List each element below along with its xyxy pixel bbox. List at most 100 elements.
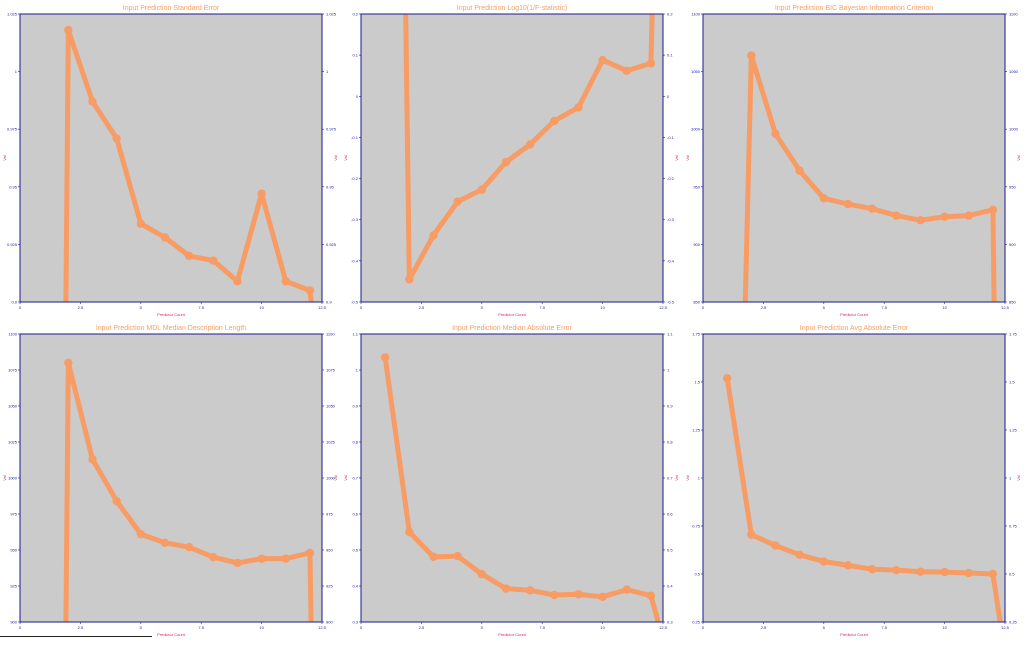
y-tick-label-left: 0.5: [352, 548, 358, 553]
y-tick-label-right: 0.3: [667, 620, 673, 625]
chart-panel-2: Input Prediction Log10(1/F-statistic) 0 2.…: [341, 0, 682, 320]
chart-title: Input Prediction Avg Absolute Error: [800, 325, 909, 332]
x-tick-label: 10: [942, 625, 947, 630]
y-tick-label-left: 1100: [8, 332, 17, 337]
y-tick-label-left: 950: [10, 548, 17, 553]
y-tick-label-right: 0.7: [667, 476, 673, 481]
y-tick-label-right: 1: [326, 69, 329, 74]
y-tick-label-left: 0.4: [352, 584, 358, 589]
chart-panel-3: Input Prediction BIC Bayesian Informatio…: [683, 0, 1024, 320]
data-point: [819, 557, 828, 566]
footer-divider: [0, 636, 152, 637]
x-axis-label: Predictor Count: [498, 312, 527, 317]
y-tick-label-left: 1050: [691, 69, 701, 74]
x-axis-label: Predictor Count: [840, 312, 869, 317]
y-tick-label-right: -0.1: [667, 135, 675, 140]
data-point: [233, 558, 242, 568]
data-point: [88, 97, 97, 106]
y-axis-label-right: Val: [333, 475, 338, 481]
chart-svg-5: Input Prediction Median Absolute Error 0 2…: [343, 325, 679, 637]
x-tick-label: 12.5: [1001, 625, 1010, 630]
y-tick-label-left: 1.1: [352, 332, 358, 337]
y-tick-label-right: 0.5: [667, 548, 673, 553]
y-tick-label-left: 0.975: [7, 127, 18, 132]
y-tick-label-right: 1.1: [667, 332, 673, 337]
y-tick-label-right: 1: [1009, 476, 1012, 481]
data-point: [795, 550, 804, 559]
x-tick-label: 5: [823, 625, 826, 630]
plot-frame: [360, 13, 664, 303]
x-tick-label: 10: [942, 305, 947, 310]
data-point: [646, 59, 656, 68]
x-tick-label: 12.5: [659, 305, 668, 310]
y-tick-label-right: 950: [326, 548, 333, 553]
data-point: [867, 204, 877, 213]
y-tick-label-left: 0.9: [11, 300, 17, 305]
y-tick-label-right: 1.25: [1009, 428, 1018, 433]
y-tick-label-left: 1: [356, 368, 359, 373]
data-point: [453, 197, 462, 206]
y-tick-label-left: 0.25: [692, 620, 701, 625]
y-axis-label-left: Val: [343, 155, 348, 161]
data-point: [257, 554, 266, 563]
x-tick-label: 0: [360, 625, 363, 630]
y-tick-label-right: 1025: [326, 440, 336, 445]
x-tick-label: 2.5: [761, 305, 767, 310]
plot-frame: [702, 13, 1006, 303]
y-tick-label-right: 0.2: [667, 12, 673, 17]
x-tick-label: 7.5: [539, 305, 545, 310]
data-point: [916, 567, 925, 576]
y-tick-label-right: 0.25: [1009, 620, 1018, 625]
x-axis-label: Predictor Count: [840, 632, 869, 637]
chart-title: Input Prediction Standard Error: [123, 5, 220, 12]
data-point: [136, 219, 145, 228]
x-tick-label: 2.5: [761, 625, 767, 630]
y-tick-label-left: 925: [10, 584, 17, 589]
series-group: [403, 14, 656, 284]
y-axis-label-right: Val: [333, 155, 338, 161]
chart-title: Input Prediction Median Absolute Error: [452, 325, 573, 332]
data-point: [136, 529, 145, 539]
x-tick-label: 5: [481, 305, 484, 310]
chart-title: Input Prediction MDL Median Description …: [96, 325, 246, 332]
x-tick-label: 7.5: [881, 305, 887, 310]
data-point: [281, 554, 290, 563]
series-group: [63, 358, 315, 622]
data-point: [64, 358, 73, 367]
x-tick-label: 5: [140, 305, 143, 310]
y-tick-label-left: -0.2: [351, 176, 359, 181]
y-axis-label-left: Val: [2, 475, 7, 481]
series-group: [742, 51, 998, 302]
chart-svg-3: Input Prediction BIC Bayesian Informatio…: [685, 5, 1021, 317]
x-tick-label: 2.5: [78, 625, 84, 630]
chart-title: Input Prediction Log10(1/F-statistic): [457, 5, 568, 12]
x-tick-label: 12.5: [659, 625, 668, 630]
y-tick-label-right: 1.5: [1009, 380, 1015, 385]
x-tick-label: 0: [702, 305, 705, 310]
x-tick-label: 7.5: [198, 625, 204, 630]
y-tick-label-right: 900: [326, 620, 333, 625]
y-axis-label-right: Val: [674, 155, 679, 161]
data-point: [964, 568, 973, 578]
data-point: [940, 212, 949, 221]
data-point: [209, 553, 218, 562]
x-tick-label: 12.5: [318, 625, 327, 630]
y-tick-label-left: 1.025: [7, 12, 18, 17]
data-point: [281, 277, 290, 286]
data-point: [795, 166, 804, 175]
y-tick-label-left: 0.2: [352, 12, 358, 17]
data-point: [646, 591, 656, 600]
y-tick-label-left: 1.25: [692, 428, 701, 433]
data-point: [722, 373, 732, 383]
y-axis-label-left: Val: [685, 475, 690, 481]
y-tick-label-left: 1.75: [692, 332, 701, 337]
plot-area: [703, 334, 1005, 622]
y-tick-label-right: 1075: [326, 368, 336, 373]
data-point: [550, 116, 559, 126]
data-point: [501, 584, 511, 593]
y-tick-label-left: 0: [356, 94, 359, 99]
y-tick-label-left: 1: [15, 69, 18, 74]
chart-svg-1: Input Prediction Standard Error 0 2.5 5 7.5 1…: [2, 5, 338, 317]
y-tick-label-right: 1.75: [1009, 332, 1018, 337]
x-tick-label: 0: [360, 305, 363, 310]
